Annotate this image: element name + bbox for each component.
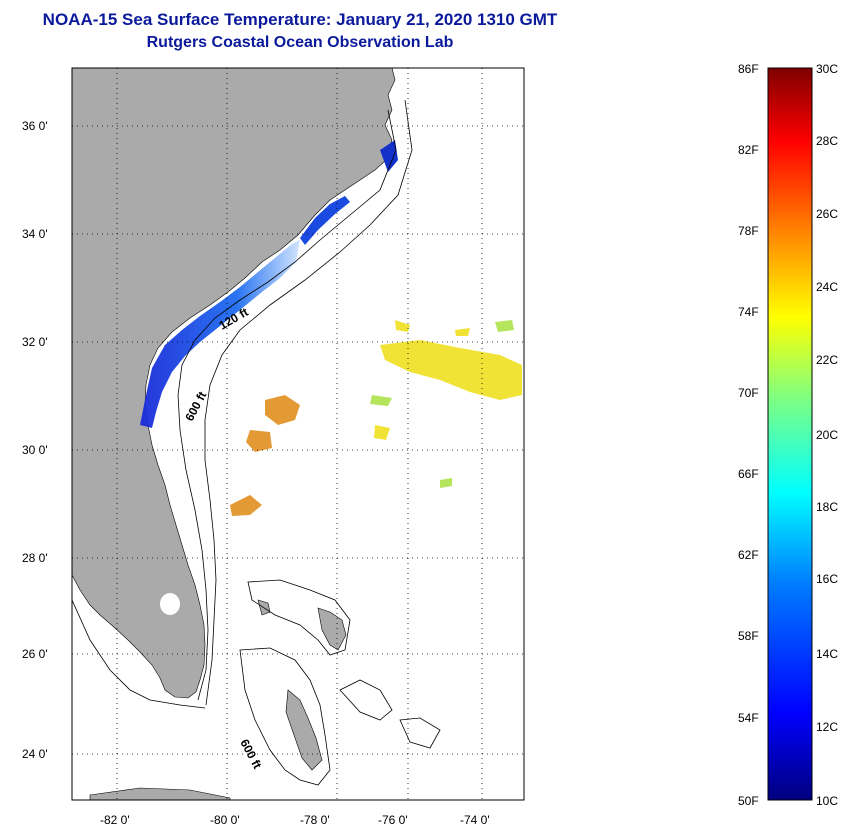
sst-orange-patches xyxy=(230,395,300,516)
f-label: 70F xyxy=(738,386,759,400)
sst-north-sound xyxy=(380,140,398,172)
map-title: NOAA-15 Sea Surface Temperature: January… xyxy=(42,10,558,29)
lon-label: -82 0' xyxy=(100,813,130,827)
c-label: 26C xyxy=(816,207,839,221)
lat-label: 36 0' xyxy=(22,119,48,133)
lat-label: 28 0' xyxy=(22,551,48,565)
f-label: 66F xyxy=(738,467,759,481)
latitude-labels: 36 0' 34 0' 32 0' 30 0' 28 0' 26 0' 24 0… xyxy=(22,119,48,761)
lat-label: 34 0' xyxy=(22,227,48,241)
depth-contours xyxy=(72,99,441,786)
c-label: 10C xyxy=(816,794,839,808)
longitude-labels: -82 0' -80 0' -78 0' -76 0' -74 0' xyxy=(100,813,490,827)
contour-label: 600 ft xyxy=(237,737,264,771)
sst-green-patches xyxy=(370,320,514,488)
c-label: 30C xyxy=(816,62,839,76)
f-label: 54F xyxy=(738,711,759,725)
lake-okeechobee xyxy=(160,593,180,615)
f-label: 86F xyxy=(738,62,759,76)
lat-label: 26 0' xyxy=(22,647,48,661)
map-subtitle: Rutgers Coastal Ocean Observation Lab xyxy=(146,34,454,51)
lat-label: 24 0' xyxy=(22,747,48,761)
graticule xyxy=(72,68,524,800)
lon-label: -76 0' xyxy=(378,813,408,827)
f-label: 62F xyxy=(738,548,759,562)
lat-label: 30 0' xyxy=(22,443,48,457)
c-label: 24C xyxy=(816,280,839,294)
f-label: 74F xyxy=(738,305,759,319)
f-label: 50F xyxy=(738,794,759,808)
c-label: 18C xyxy=(816,500,839,514)
c-label: 28C xyxy=(816,134,839,148)
island-andros xyxy=(285,689,323,771)
sst-coastal-cold-north xyxy=(300,196,350,245)
lon-label: -80 0' xyxy=(210,813,240,827)
lon-label: -74 0' xyxy=(460,813,490,827)
land-mainland xyxy=(72,68,396,699)
map-frame xyxy=(71,67,525,801)
c-label: 16C xyxy=(816,572,839,586)
f-label: 78F xyxy=(738,224,759,238)
island-abaco xyxy=(317,607,347,651)
sst-warm-patches xyxy=(374,320,522,440)
lon-label: -78 0' xyxy=(300,813,330,827)
f-label: 58F xyxy=(738,629,759,643)
colorbar xyxy=(767,67,813,801)
f-label: 82F xyxy=(738,143,759,157)
c-label: 12C xyxy=(816,720,839,734)
lat-label: 32 0' xyxy=(22,335,48,349)
island-south xyxy=(89,787,231,800)
c-label: 20C xyxy=(816,428,839,442)
c-label: 22C xyxy=(816,353,839,367)
c-label: 14C xyxy=(816,647,839,661)
